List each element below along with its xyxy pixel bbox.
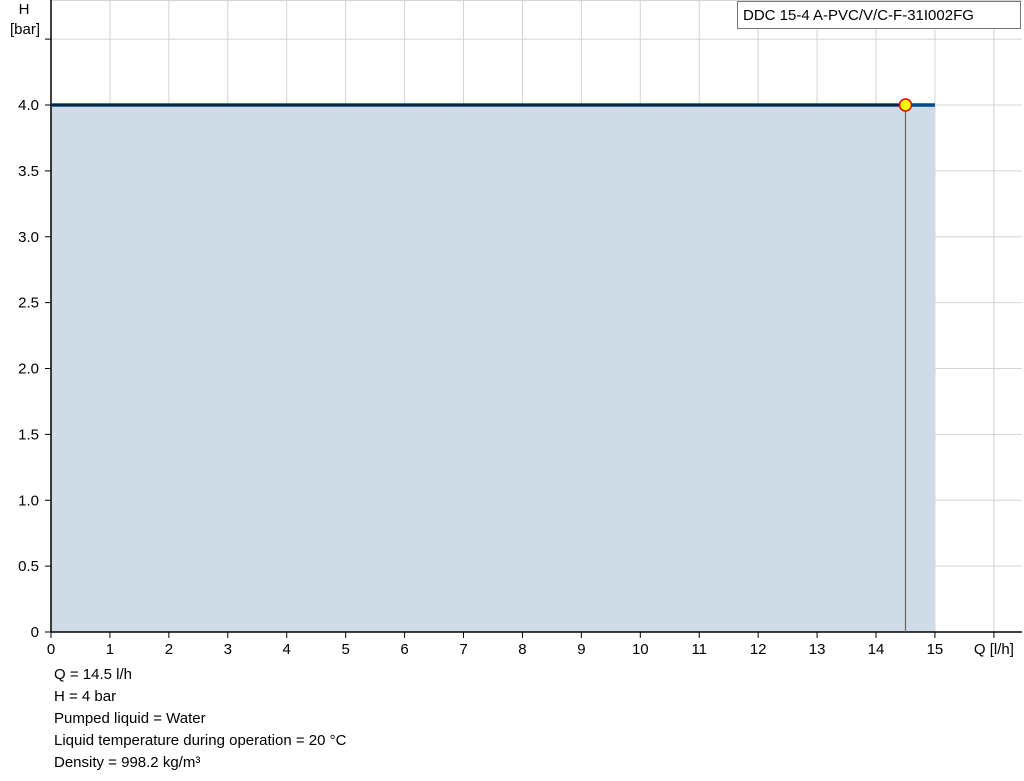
x-tick-label: 1: [106, 641, 114, 658]
y-axis-unit: [bar]: [10, 21, 40, 38]
x-tick-label: 0: [47, 641, 55, 658]
y-tick-label: 2.0: [18, 361, 39, 378]
y-tick-label: 4.0: [18, 97, 39, 114]
legend-pump-name: DDC 15-4 A-PVC/V/C-F-31I002FG: [737, 1, 1021, 29]
info-head: H = 4 bar: [54, 688, 117, 705]
x-tick-label: 15: [927, 641, 944, 658]
x-tick-label: 10: [632, 641, 649, 658]
info-liquid: Pumped liquid = Water: [54, 710, 206, 727]
x-tick-label: 5: [341, 641, 349, 658]
info-density: Density = 998.2 kg/m³: [54, 754, 201, 771]
y-tick-label: 3.0: [18, 229, 39, 246]
operating-point-marker: [898, 98, 913, 112]
x-tick-label: 9: [577, 641, 585, 658]
y-tick-label: 1.0: [18, 492, 39, 509]
info-temperature: Liquid temperature during operation = 20…: [54, 732, 347, 749]
x-tick-label: 11: [691, 641, 707, 658]
x-tick-label: 12: [750, 641, 767, 658]
x-tick-label: 7: [459, 641, 467, 658]
x-tick-label: 13: [809, 641, 826, 658]
info-flow: Q = 14.5 l/h: [54, 666, 132, 683]
x-tick-label: 2: [165, 641, 173, 658]
x-tick-label: 14: [868, 641, 885, 658]
y-tick-label: 0: [31, 624, 39, 641]
x-tick-label: 8: [518, 641, 526, 658]
x-tick-label: 3: [224, 641, 232, 658]
x-tick-label: 6: [400, 641, 408, 658]
y-axis-label: H: [19, 1, 30, 18]
x-axis-label: Q [l/h]: [974, 641, 1014, 658]
y-tick-label: 0.5: [18, 558, 39, 575]
y-tick-label: 3.5: [18, 163, 39, 180]
y-tick-label: 2.5: [18, 295, 39, 312]
x-tick-label: 4: [283, 641, 291, 658]
y-tick-label: 1.5: [18, 426, 39, 443]
curve-area: [51, 105, 935, 632]
